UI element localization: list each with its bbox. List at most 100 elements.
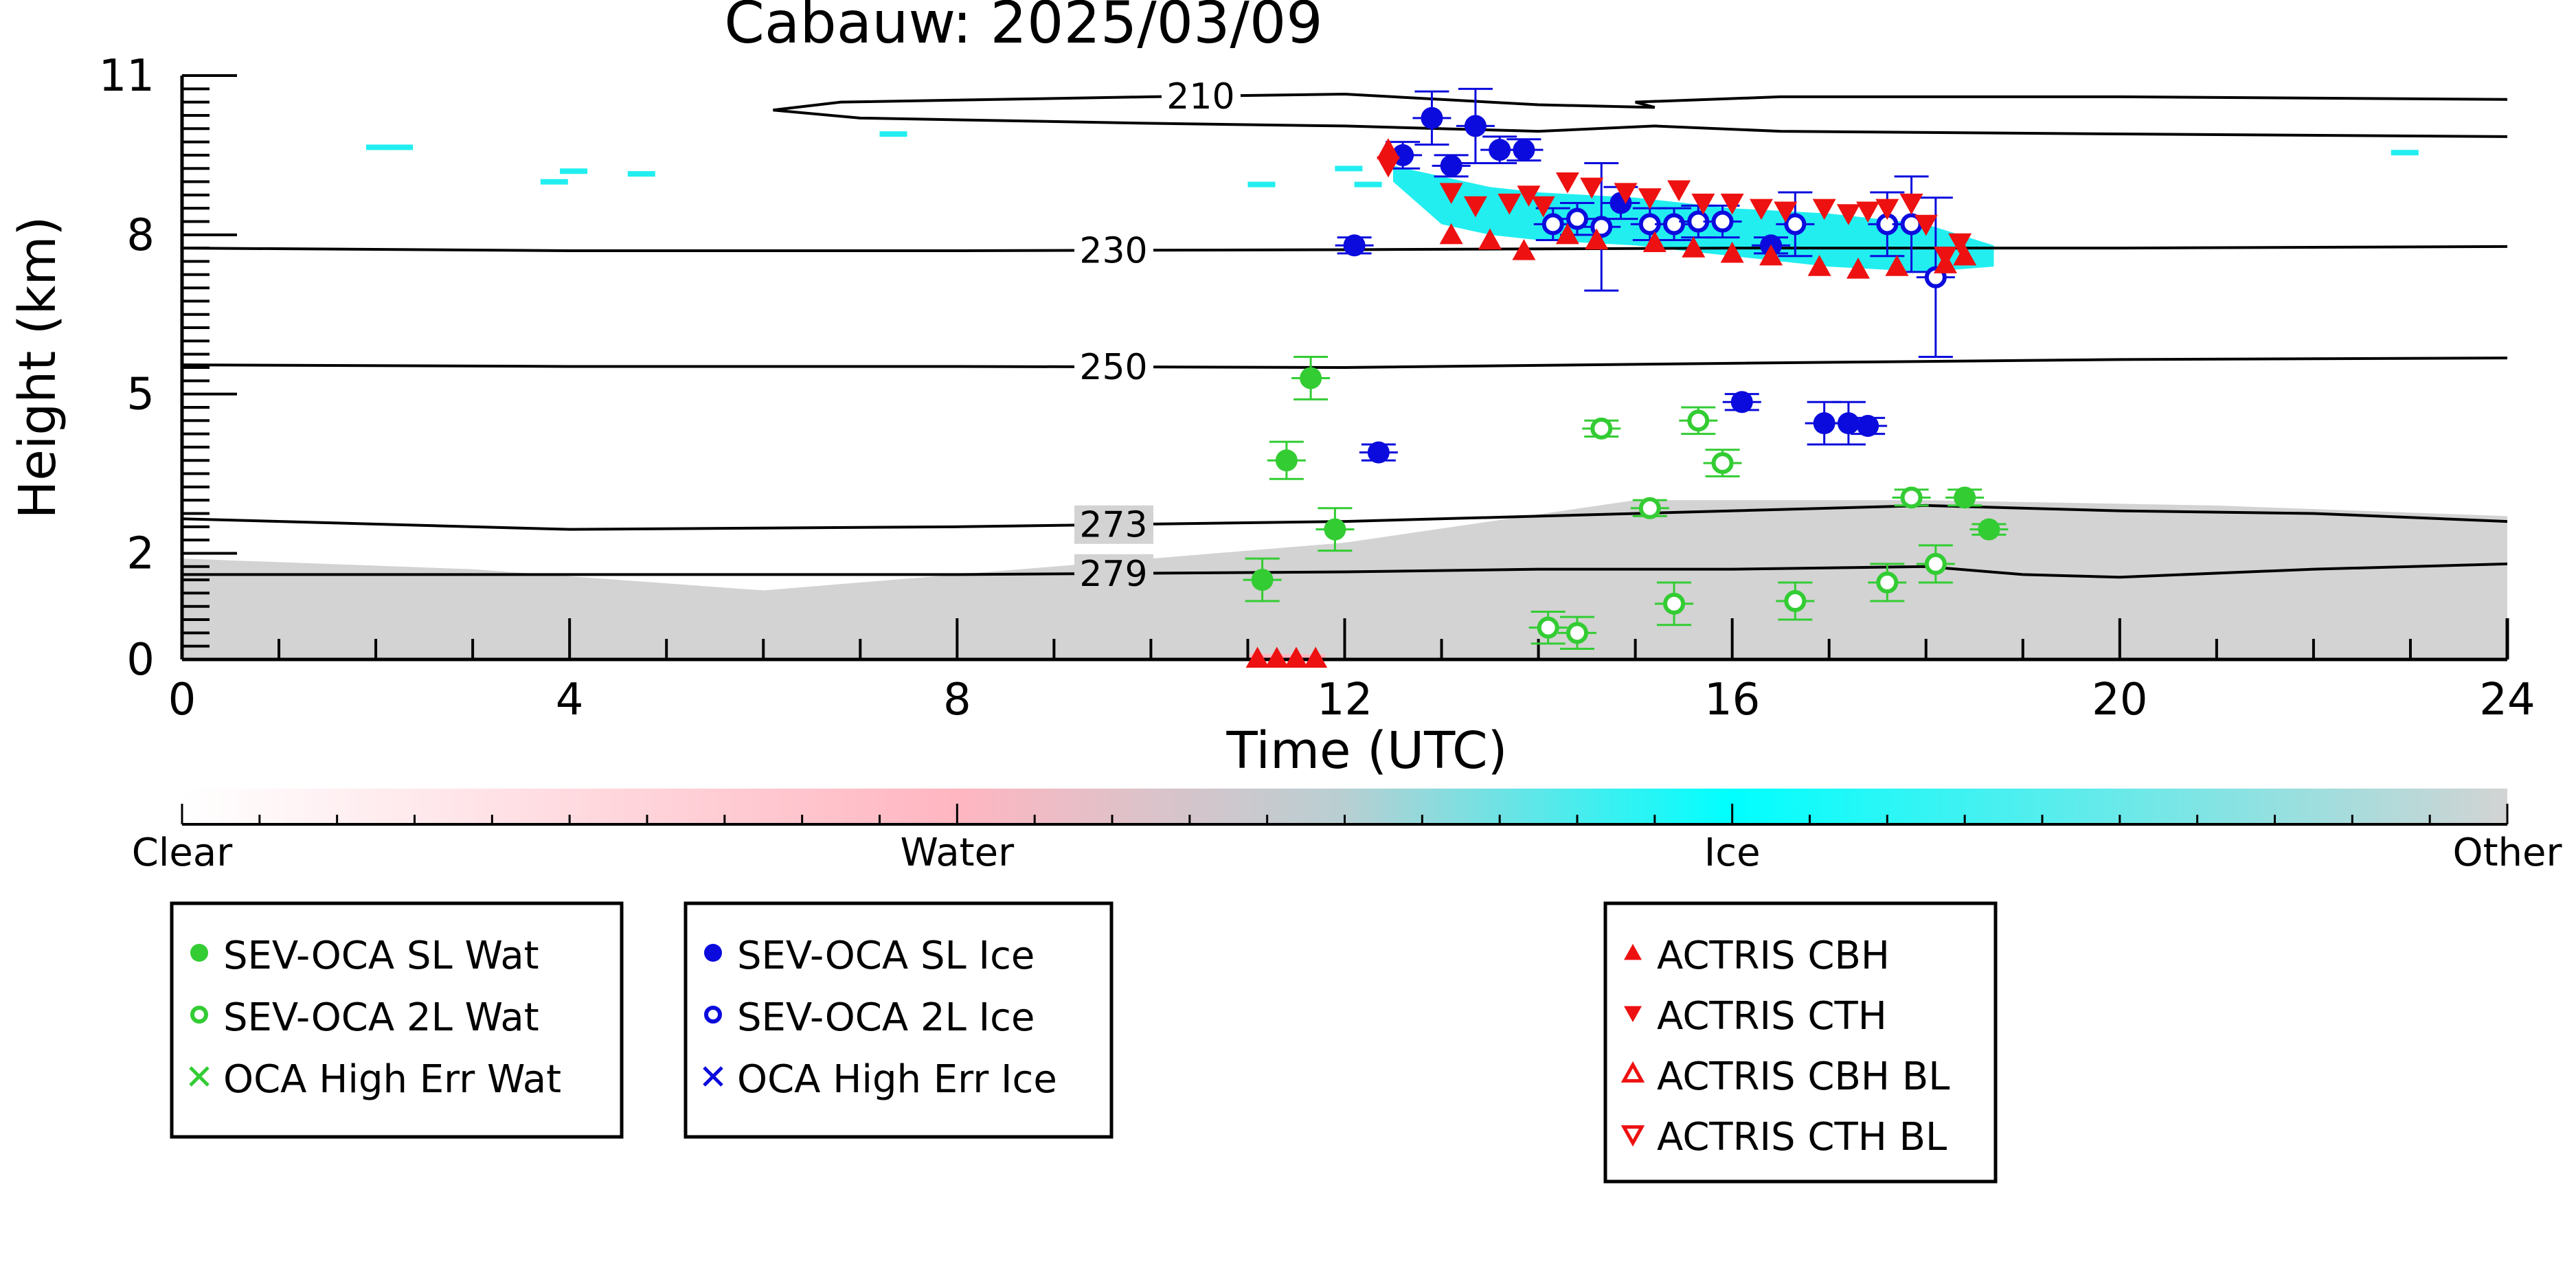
point-actris-cbh bbox=[1759, 244, 1783, 266]
colorbar: Clear Water Ice Other bbox=[132, 789, 2562, 875]
point-sev-oca-2l-wat bbox=[1537, 616, 1559, 639]
legend-marker-sev-oca-2l-ice bbox=[704, 1006, 722, 1024]
legend-marker-actris-cbh bbox=[1624, 944, 1642, 960]
point-sev-oca-2l-wat bbox=[1566, 622, 1588, 644]
point-actris-cbh bbox=[1846, 258, 1871, 279]
point-actris-cbh bbox=[1304, 646, 1328, 668]
ice-pixel bbox=[540, 179, 568, 185]
point-actris-cth bbox=[1498, 193, 1522, 215]
ice-pixel bbox=[1247, 181, 1276, 188]
ice-pixel bbox=[627, 171, 655, 177]
point-actris-cbh bbox=[1953, 244, 1977, 266]
contour-label: 210 bbox=[1166, 76, 1234, 117]
point-actris-cbh bbox=[1807, 255, 1831, 276]
point-sev-oca-sl-ice bbox=[1837, 412, 1860, 435]
point-actris-cth bbox=[1376, 156, 1400, 178]
point-sev-oca-sl-ice bbox=[1813, 412, 1835, 435]
point-actris-cbh bbox=[1245, 646, 1269, 668]
contour-label: 279 bbox=[1079, 554, 1147, 595]
point-sev-oca-2l-wat bbox=[1924, 552, 1947, 575]
point-actris-cbh bbox=[1284, 646, 1308, 668]
cloud-field bbox=[182, 131, 2507, 659]
ice-pixel bbox=[560, 168, 588, 174]
point-sev-oca-2l-ice bbox=[1566, 207, 1588, 230]
point-actris-cbh bbox=[1885, 255, 1909, 276]
point-sev-oca-2l-wat bbox=[1784, 590, 1807, 612]
contour-label-bg bbox=[1074, 505, 1153, 544]
point-sev-oca-2l-wat bbox=[1638, 497, 1661, 519]
contour-line bbox=[182, 504, 2507, 531]
point-actris-cbh bbox=[1682, 236, 1706, 258]
point-sev-oca-sl-ice bbox=[1343, 234, 1366, 257]
ice-pixel bbox=[1354, 181, 1382, 188]
contour-label: 230 bbox=[1079, 230, 1147, 271]
point-actris-cth bbox=[1463, 196, 1487, 218]
legend-label-actris-cbh: ACTRIS CBH bbox=[1657, 934, 1890, 978]
x-tick-label: 0 bbox=[168, 675, 196, 725]
point-sev-oca-2l-wat bbox=[1663, 592, 1686, 615]
point-sev-oca-sl-ice bbox=[1367, 441, 1390, 464]
point-sev-oca-sl-wat bbox=[1978, 518, 2000, 541]
contour-line bbox=[773, 109, 2507, 138]
x-tick-label: 16 bbox=[1704, 675, 1760, 725]
point-sev-oca-sl-wat bbox=[1300, 367, 1322, 389]
contour-label-bg bbox=[1161, 76, 1241, 115]
point-actris-cth bbox=[1720, 193, 1744, 215]
point-actris-cbh bbox=[1439, 223, 1463, 245]
point-actris-cbh bbox=[1585, 228, 1609, 250]
legend-marker-actris-cth bbox=[1624, 1006, 1642, 1022]
point-sev-oca-2l-wat bbox=[1876, 571, 1899, 594]
point-actris-cth bbox=[1875, 199, 1899, 221]
point-actris-cth bbox=[1439, 183, 1463, 204]
legend-label-actris-cth-bl: ACTRIS CTH BL bbox=[1657, 1115, 1947, 1160]
point-actris-cth bbox=[1691, 193, 1715, 215]
colorbar-label: Clear bbox=[132, 831, 233, 875]
y-tick-label: 2 bbox=[126, 528, 155, 579]
y-tick-label: 8 bbox=[126, 210, 155, 261]
point-actris-cth bbox=[1774, 201, 1798, 223]
contour-line bbox=[182, 357, 2507, 370]
axes: 0 4 8 12 16 20 24 0 2 5 8 11 bbox=[99, 51, 2535, 725]
legend-marker-sev-oca-2l-wat bbox=[190, 1006, 208, 1024]
legend-label-oca-high-err-ice: OCA High Err Ice bbox=[737, 1057, 1057, 1102]
other-layer-fill bbox=[182, 500, 2507, 659]
x-tick-label: 24 bbox=[2479, 675, 2535, 725]
point-sev-oca-sl-wat bbox=[1251, 569, 1274, 591]
point-sev-oca-2l-ice bbox=[1541, 213, 1564, 236]
legends: SEV-OCA SL Wat SEV-OCA 2L Wat OCA High Err… bbox=[170, 901, 1998, 1184]
colorbar-label: Other bbox=[2452, 831, 2562, 875]
point-sev-oca-sl-ice bbox=[1513, 139, 1535, 161]
point-actris-cbh bbox=[1265, 646, 1289, 668]
legend-label-actris-cbh-bl: ACTRIS CBH BL bbox=[1657, 1054, 1950, 1099]
point-actris-cbh bbox=[1720, 241, 1744, 263]
colorbar-label: Ice bbox=[1704, 831, 1761, 875]
legend-label-sev-oca-2l-ice: SEV-OCA 2L Ice bbox=[737, 995, 1035, 1040]
legend-marker-sev-oca-sl-ice bbox=[704, 944, 722, 962]
data-points bbox=[1243, 87, 2009, 668]
point-actris-cth bbox=[1899, 193, 1923, 215]
legend-label-sev-oca-sl-wat: SEV-OCA SL Wat bbox=[223, 934, 539, 978]
y-axis-label: Height (km) bbox=[8, 216, 67, 519]
legend-frame bbox=[1603, 901, 1998, 1184]
x-tick-label: 8 bbox=[943, 675, 971, 725]
point-actris-cbh bbox=[1478, 228, 1502, 250]
point-sev-oca-sl-wat bbox=[1275, 449, 1298, 472]
y-tick-label: 0 bbox=[126, 635, 155, 686]
point-actris-cth bbox=[1812, 199, 1836, 221]
contour-line bbox=[773, 93, 2507, 112]
ice-pixel bbox=[365, 144, 394, 150]
legend-marker-actris-cth-bl bbox=[1620, 1125, 1645, 1147]
contour-label: 273 bbox=[1079, 505, 1147, 546]
legend-box: SEV-OCA SL Wat SEV-OCA 2L Wat OCA High Err… bbox=[170, 901, 624, 1139]
point-sev-oca-2l-wat bbox=[1687, 409, 1710, 432]
legend-label-sev-oca-sl-ice: SEV-OCA SL Ice bbox=[737, 934, 1035, 978]
point-sev-oca-2l-ice bbox=[1663, 213, 1686, 236]
point-sev-oca-sl-ice bbox=[1440, 155, 1462, 177]
x-axis-label: Time (UTC) bbox=[1225, 721, 1507, 780]
point-actris-cth bbox=[1948, 233, 1972, 255]
point-sev-oca-sl-ice bbox=[1421, 106, 1443, 129]
y-tick-label: 11 bbox=[99, 51, 155, 102]
point-actris-cth bbox=[1914, 214, 1938, 236]
point-actris-cth bbox=[1667, 180, 1691, 202]
x-tick-label: 12 bbox=[1317, 675, 1372, 725]
